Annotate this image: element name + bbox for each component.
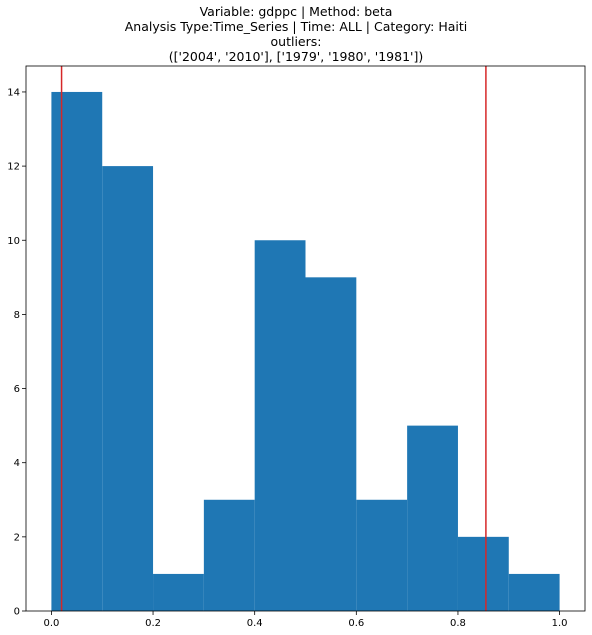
y-tick-label: 14: [7, 87, 20, 98]
histogram-bar-2: [102, 166, 154, 611]
x-tick-label: 0.0: [43, 618, 59, 629]
y-tick-label: 12: [7, 162, 20, 173]
title-line-3: outliers:: [270, 34, 322, 49]
y-tick-label: 4: [14, 458, 20, 469]
y-tick-label: 2: [14, 532, 20, 543]
title-line-1: Variable: gdppc | Method: beta: [199, 4, 393, 19]
y-tick-label: 10: [7, 236, 20, 247]
vlines-group: [60, 66, 487, 611]
title-line-4: (['2004', '2010'], ['1979', '1980', '198…: [168, 49, 424, 64]
histogram-bar-1: [51, 91, 103, 611]
x-tick-label: 0.4: [247, 618, 263, 629]
y-tick-label: 8: [14, 310, 20, 321]
x-tick-label: 0.8: [450, 618, 466, 629]
plot-frame: [25, 65, 586, 612]
histogram-bar-6: [305, 277, 357, 611]
y-axis-ticks: 0 2 4 6 8 10 12 14: [7, 87, 26, 618]
histogram-bar-5: [254, 240, 306, 611]
title-line-2: Analysis Type:Time_Series | Time: ALL | …: [124, 19, 468, 34]
x-tick-label: 0.6: [348, 618, 364, 629]
x-axis-ticks: 0.0 0.2 0.4 0.6 0.8 1.0: [43, 611, 568, 629]
histogram-bar-8: [407, 425, 458, 611]
histogram-bar-4: [203, 499, 255, 611]
y-tick-label: 0: [14, 607, 20, 618]
bars-group: [51, 91, 560, 611]
x-tick-label: 1.0: [552, 618, 568, 629]
histogram-bar-7: [356, 499, 408, 611]
histogram-bar-10: [508, 573, 560, 611]
chart-title: Variable: gdppc | Method: beta Analysis …: [0, 4, 592, 64]
x-tick-label: 0.2: [145, 618, 161, 629]
histogram-bar-3: [153, 573, 204, 611]
y-tick-label: 6: [14, 384, 20, 395]
histogram-bar-9: [457, 536, 509, 611]
